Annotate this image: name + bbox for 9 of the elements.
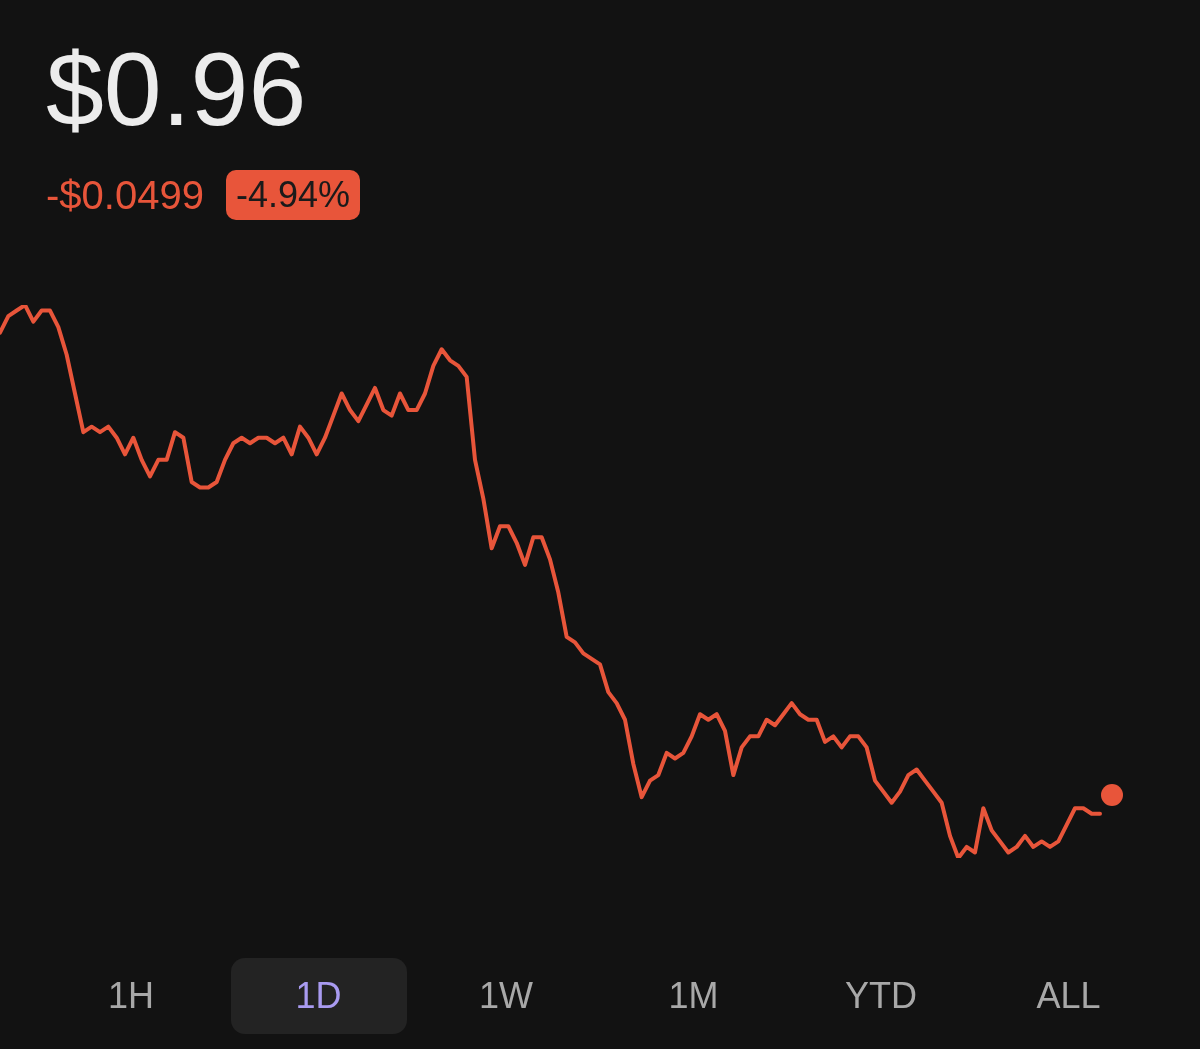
text: ALL	[1035, 974, 1102, 1018]
text: -4.94%	[225, 170, 360, 220]
text: YTD	[844, 974, 918, 1018]
chart-subtitle: -$0.0499	[46, 172, 204, 218]
text: 1M	[667, 974, 720, 1018]
text: 1W	[478, 974, 534, 1018]
text: 1D	[230, 958, 407, 1034]
chart-title: $0.96	[46, 30, 307, 149]
text: 1H	[107, 974, 155, 1018]
